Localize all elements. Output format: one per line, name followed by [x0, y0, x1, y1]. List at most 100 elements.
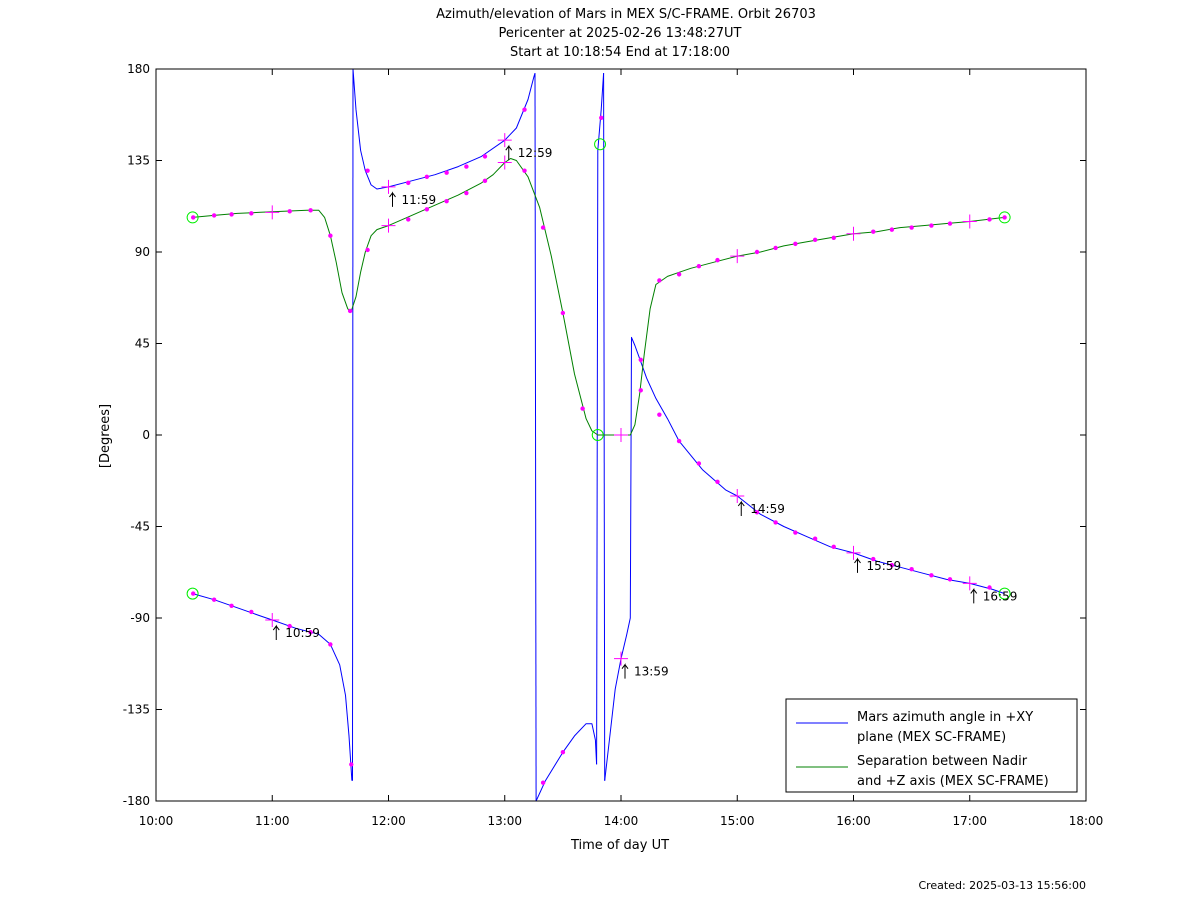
annotation-label: 15:59: [867, 559, 902, 573]
sample-dot-marker: [349, 762, 354, 767]
annotation-label: 16:59: [983, 589, 1018, 603]
sample-dot-marker: [560, 750, 566, 755]
sample-dot-marker: [211, 597, 217, 602]
annotation-arrow: [505, 144, 513, 161]
sample-dot-marker: [191, 591, 196, 596]
y-tick-label: -135: [123, 703, 150, 717]
sample-dot-marker: [522, 107, 527, 112]
y-tick-label: 45: [135, 337, 150, 351]
hour-cross-marker: [846, 545, 861, 560]
y-tick-label: 180: [127, 62, 150, 76]
sample-dot-marker: [871, 229, 876, 234]
sample-dot-marker: [249, 609, 254, 615]
y-tick-label: 135: [127, 154, 150, 168]
hour-cross-marker: [497, 133, 512, 148]
sample-dot-marker: [676, 438, 682, 444]
annotation-label: 13:59: [634, 665, 669, 679]
sample-dot-marker: [812, 237, 818, 242]
separation-series-line: [192, 158, 1005, 436]
marker-layer: [186, 107, 1011, 785]
sample-dot-marker: [540, 225, 546, 230]
x-tick-label: 13:00: [487, 814, 522, 828]
x-tick-label: 17:00: [952, 814, 987, 828]
sample-dot-marker: [191, 215, 196, 220]
sample-dot-marker: [754, 249, 760, 255]
endpoint-circle-marker: [998, 211, 1011, 224]
azimuth-series-line: [603, 73, 606, 781]
hour-cross-marker: [846, 226, 861, 241]
annotation-arrow: [854, 557, 861, 573]
sample-dot-marker: [464, 164, 469, 169]
sample-dot-marker: [812, 536, 818, 541]
sample-dot-marker: [229, 603, 234, 608]
sample-dot-marker: [831, 235, 836, 240]
hour-cross-marker: [730, 249, 745, 264]
x-tick-label: 14:00: [604, 814, 639, 828]
sample-dot-marker: [715, 479, 720, 484]
hour-cross-marker: [962, 576, 977, 591]
annotation-label: 14:59: [750, 502, 785, 516]
sample-dot-marker: [889, 227, 895, 232]
annotation-arrow: [389, 191, 396, 207]
annotation-arrow: [272, 624, 280, 641]
endpoint-circle-marker: [998, 587, 1011, 600]
y-tick-label: -180: [123, 794, 150, 808]
sample-dot-marker: [540, 780, 546, 785]
sample-dot-marker: [522, 168, 527, 173]
sample-dot-marker: [657, 412, 662, 417]
sample-dot-marker: [889, 562, 895, 568]
sample-dot-marker: [947, 221, 953, 226]
azimuth-series-line: [535, 723, 598, 802]
y-tick-label: 90: [135, 245, 150, 259]
sample-dot-marker: [308, 208, 313, 213]
x-tick-label: 18:00: [1069, 814, 1104, 828]
annotation-arrow: [970, 587, 978, 604]
sample-dot-marker: [831, 544, 836, 550]
sample-dot-marker: [987, 585, 992, 590]
sample-dot-marker: [365, 247, 370, 253]
sample-dot-marker: [909, 225, 914, 230]
x-tick-label: 12:00: [371, 814, 406, 828]
sample-dot-marker: [347, 308, 353, 314]
endpoint-circle-marker: [591, 429, 604, 441]
endpoint-circle-marker: [186, 211, 199, 224]
sample-dot-marker: [793, 530, 798, 535]
y-axis-label: [Degrees]: [98, 404, 113, 468]
hour-cross-marker: [614, 651, 628, 666]
hour-cross-marker: [265, 613, 280, 628]
series-layer: [192, 68, 1005, 802]
y-tick-label: -45: [130, 520, 150, 534]
sample-dot-marker: [773, 245, 778, 251]
sample-dot-marker: [444, 170, 449, 175]
x-tick-label: 11:00: [255, 814, 290, 828]
created-timestamp: Created: 2025-03-13 15:56:00: [918, 879, 1086, 892]
hour-cross-marker: [381, 179, 396, 194]
legend-separation-line-2: and +Z axis (MEX SC-FRAME): [857, 774, 1049, 789]
title-line-1: Azimuth/elevation of Mars in MEX S/C-FRA…: [436, 7, 816, 22]
x-axis-label: Time of day UT: [570, 838, 669, 853]
sample-dot-marker: [696, 264, 702, 269]
axis-ticks: 10:00 11:00 12:00 13:00 14:00 15:00 16:00 17:00…: [123, 62, 1104, 828]
sample-dot-marker: [365, 168, 370, 173]
legend-azimuth-line-1: Mars azimuth angle in +XY: [857, 710, 1033, 725]
x-tick-label: 15:00: [720, 814, 755, 828]
sample-dot-marker: [871, 556, 876, 562]
legend-azimuth-line-2: plane (MEX SC-FRAME): [857, 730, 1006, 745]
sample-dot-marker: [249, 211, 254, 216]
sample-dot-marker: [229, 212, 234, 217]
sample-dot-marker: [560, 310, 566, 316]
sample-dot-marker: [424, 174, 430, 179]
sample-dot-marker: [482, 178, 488, 184]
hour-cross-marker: [381, 218, 396, 233]
endpoint-circle-marker: [594, 138, 607, 151]
hour-cross-marker: [265, 205, 280, 220]
title-line-2: Pericenter at 2025-02-26 13:48:27UT: [498, 26, 741, 41]
legend-box: [785, 698, 1078, 793]
sample-dot-marker: [211, 213, 217, 218]
sample-dot-marker: [482, 154, 488, 159]
sample-dot-marker: [1002, 215, 1007, 220]
sample-dot-marker: [406, 180, 411, 186]
sample-dot-marker: [328, 642, 333, 647]
sample-dot-marker: [657, 278, 662, 283]
x-tick-label: 10:00: [139, 814, 174, 828]
